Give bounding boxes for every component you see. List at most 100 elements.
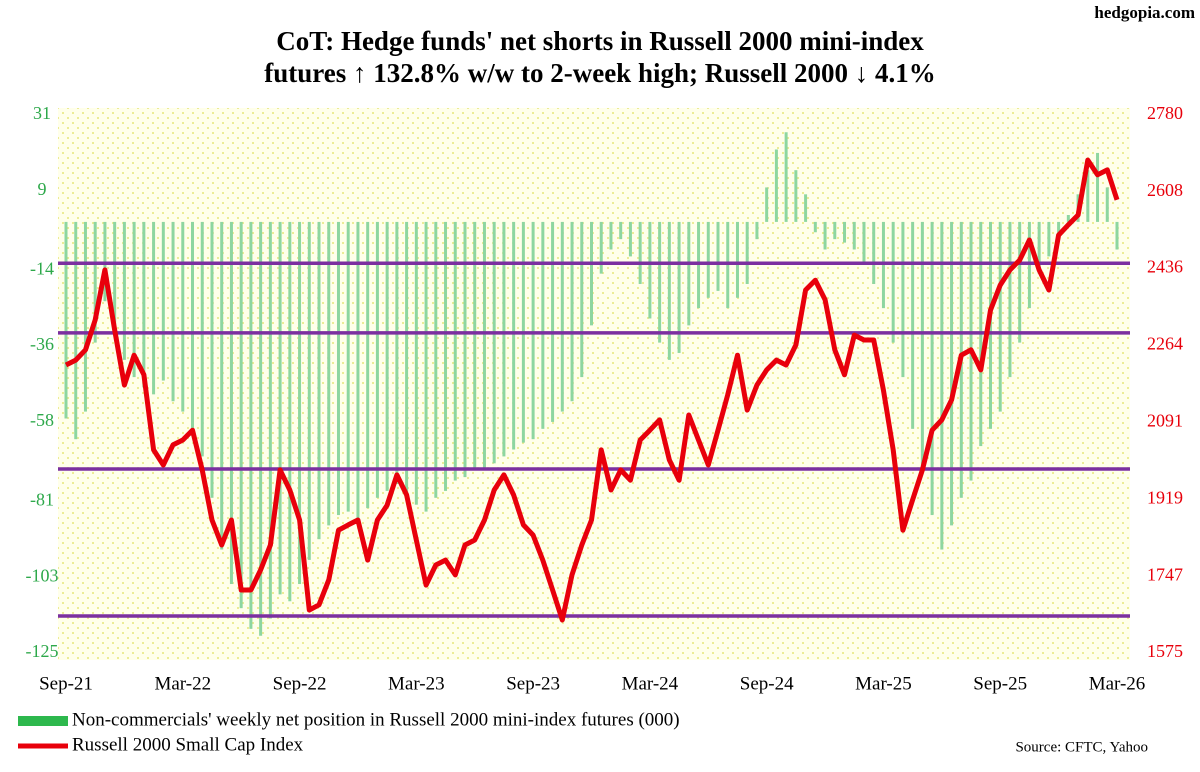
bar [911,221,915,429]
legend-label: Russell 2000 Small Cap Index [72,734,304,755]
bar [453,221,457,481]
bar [259,221,263,636]
line [64,157,1120,623]
bar [755,221,759,240]
bar [317,221,321,540]
bar [268,221,272,619]
bar [628,221,632,257]
bar [83,221,87,412]
legend-label: Non-commercials' weekly net position in … [72,709,680,730]
bar [541,221,545,429]
bar [424,221,428,512]
bar [181,221,185,412]
x-tick-label: Sep-22 [273,673,327,694]
bar [191,221,195,429]
y2-tick-label: 1919 [1147,488,1183,508]
bar [492,221,496,464]
bar [298,221,302,585]
y-tick-label: 31 [33,103,51,123]
bar [152,221,156,395]
legend-swatch [18,716,68,726]
x-tick-label: Sep-24 [740,673,794,694]
bar [1008,221,1012,378]
bar [64,221,68,419]
x-tick-label: Sep-23 [506,673,560,694]
bar [609,221,613,250]
source: Source: CFTC, Yahoo [1015,739,1148,755]
bar [200,221,204,457]
bar [765,187,769,222]
bar [161,221,165,381]
x-tick-label: Mar-23 [388,673,445,694]
x-tick-label: Mar-25 [855,673,912,694]
bar [210,221,214,498]
bar [658,221,662,343]
bar [405,221,409,498]
bar [745,221,749,284]
x-tick-label: Sep-21 [39,673,93,694]
bar [74,221,78,440]
bar [502,221,506,457]
bar [482,221,486,471]
bar [677,221,681,353]
bar [220,221,224,550]
bar [823,221,827,250]
bar [901,221,905,378]
bar [706,221,710,298]
bar [531,221,535,440]
bar [444,221,448,491]
bar [512,221,516,450]
bar [930,221,934,516]
bar [307,221,311,560]
bar [580,221,584,378]
bar [599,221,603,274]
bar [667,221,671,360]
bar [726,221,730,309]
bar [1105,187,1109,222]
bar [697,221,701,309]
y2-tick-label: 2436 [1147,257,1183,277]
bar [1047,221,1051,257]
bar [463,221,467,478]
bar [833,221,837,240]
bar [229,221,233,585]
y2-tick-label: 1747 [1147,564,1183,584]
bar [1037,221,1041,274]
bar [288,221,292,602]
bar [132,221,136,378]
bar [590,221,593,326]
bar [813,221,817,233]
bar [366,221,370,509]
bar [619,221,623,240]
y2-tick-label: 2091 [1147,411,1183,431]
y2-tick-label: 1575 [1147,641,1183,661]
bar [385,221,389,491]
y-tick-label: 9 [38,179,47,199]
chart-title: futures ↑ 132.8% w/w to 2-week high; Rus… [264,58,936,88]
bar [852,221,856,250]
y-tick-label: -36 [30,334,54,354]
bar [327,221,331,526]
bar [113,221,117,326]
bar [1057,221,1061,240]
bar [142,221,146,388]
bar [784,132,788,222]
bar [716,221,720,291]
bar [93,221,97,343]
x-tick-label: Mar-24 [622,673,679,694]
y-tick-label: -14 [30,258,54,278]
x-tick-label: Mar-26 [1089,673,1146,694]
chart-title: CoT: Hedge funds' net shorts in Russell … [276,26,924,56]
bar [375,221,379,498]
bar [1086,170,1090,222]
bar [1027,221,1031,309]
y-tick-label: -125 [26,641,59,661]
bar [687,221,691,326]
bar [1115,221,1119,250]
y2-tick-label: 2780 [1147,103,1183,123]
y-tick-label: -103 [26,565,59,585]
bar [1066,215,1070,222]
bar [735,221,739,298]
bar [950,221,954,526]
bar [998,221,1002,412]
